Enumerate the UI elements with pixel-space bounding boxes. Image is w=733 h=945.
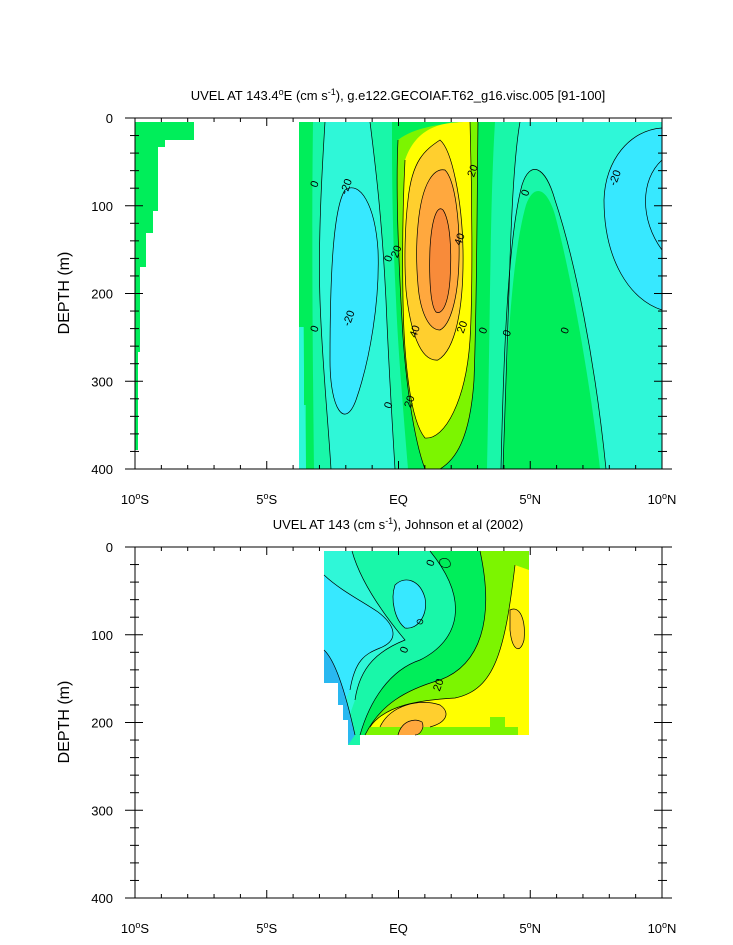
y-tick-label: 0: [106, 540, 113, 555]
y-tick-label: 400: [91, 891, 113, 906]
x-tick-label: 10oS: [121, 491, 149, 507]
chart1-region-west-strip: [135, 122, 194, 450]
chart2-region-40b: [510, 609, 525, 649]
contour-label: 20: [389, 244, 404, 260]
x-tick-label: EQ: [389, 492, 408, 507]
contour-label: 20: [455, 319, 470, 335]
contour-label: 20: [431, 677, 446, 693]
chart2-region-neg20b: [393, 579, 426, 629]
contour-label: 0: [424, 558, 437, 568]
chart1-region-east-neg20: [604, 128, 662, 310]
chart2-region-neg30: [324, 650, 355, 745]
x-tick-label: 5oN: [519, 920, 541, 936]
contour-label: 20: [465, 163, 480, 179]
chart1-region-west-neg20: [330, 187, 379, 415]
chart2-region-30: [370, 565, 529, 735]
y-tick-label: 300: [91, 374, 113, 389]
y-tick-label: 0: [106, 111, 113, 126]
contour-label: -20: [338, 177, 355, 196]
chart2-region-40: [380, 702, 446, 727]
y-tick-label: 200: [91, 716, 113, 731]
chart2-region-neg20: [324, 575, 393, 705]
y-tick-label: 200: [91, 287, 113, 302]
x-tick-label: 5oN: [519, 491, 541, 507]
x-tick-label: 5oS: [256, 920, 277, 936]
contour-label: 20: [402, 394, 417, 410]
x-tick-label: 10oN: [648, 920, 677, 936]
chart-model-panel: UVEL AT 143.4oE (cm s-1), g.e122.GECOIAF…: [56, 87, 676, 507]
contour-label: 0: [308, 324, 321, 334]
x-tick-label: 10oN: [648, 491, 677, 507]
y-tick-label: 100: [91, 628, 113, 643]
contour-label: 40: [408, 324, 423, 340]
contour-label: -20: [607, 168, 624, 187]
chart1-region-euc-60: [429, 208, 451, 313]
contour-label: -20: [341, 309, 358, 328]
chart2-contour-labels: 0 0 20: [398, 558, 447, 693]
chart1-contour-field: [135, 121, 662, 469]
chart2-contour-lines: [323, 550, 525, 736]
x-tick-label: 5oS: [256, 491, 277, 507]
chart1-contour-lines: [319, 121, 662, 469]
contour-label: 0: [559, 326, 572, 336]
contour-label: 0: [501, 328, 514, 338]
chart1-region-east-tongue-inner: [503, 191, 600, 469]
y-tick-label: 100: [91, 199, 113, 214]
chart2-title: UVEL AT 143 (cm s-1), Johnson et al (200…: [273, 516, 524, 532]
chart2-contour-field: [323, 550, 529, 745]
chart2-region-50: [398, 720, 423, 735]
y-tick-label: 400: [91, 462, 113, 477]
chart2-y-axis-label: DEPTH (m): [56, 681, 73, 764]
contour-label: 40: [452, 232, 467, 248]
contour-label: 0: [382, 254, 395, 264]
x-tick-label: EQ: [389, 921, 408, 936]
y-tick-label: 300: [91, 803, 113, 818]
x-tick-label: 10oS: [121, 920, 149, 936]
contour-label: 0: [308, 179, 321, 189]
chart1-title: UVEL AT 143.4oE (cm s-1), g.e122.GECOIAF…: [191, 87, 606, 103]
contour-label: 0: [382, 400, 395, 410]
chart1-y-axis-label: DEPTH (m): [56, 252, 73, 335]
chart1-region-coast-10: [299, 122, 314, 469]
chart-observation-panel: UVEL AT 143 (cm s-1), Johnson et al (200…: [56, 516, 676, 936]
contour-label: 0: [398, 645, 411, 655]
contour-label: 0: [519, 188, 532, 198]
contour-label: 0: [477, 326, 490, 336]
